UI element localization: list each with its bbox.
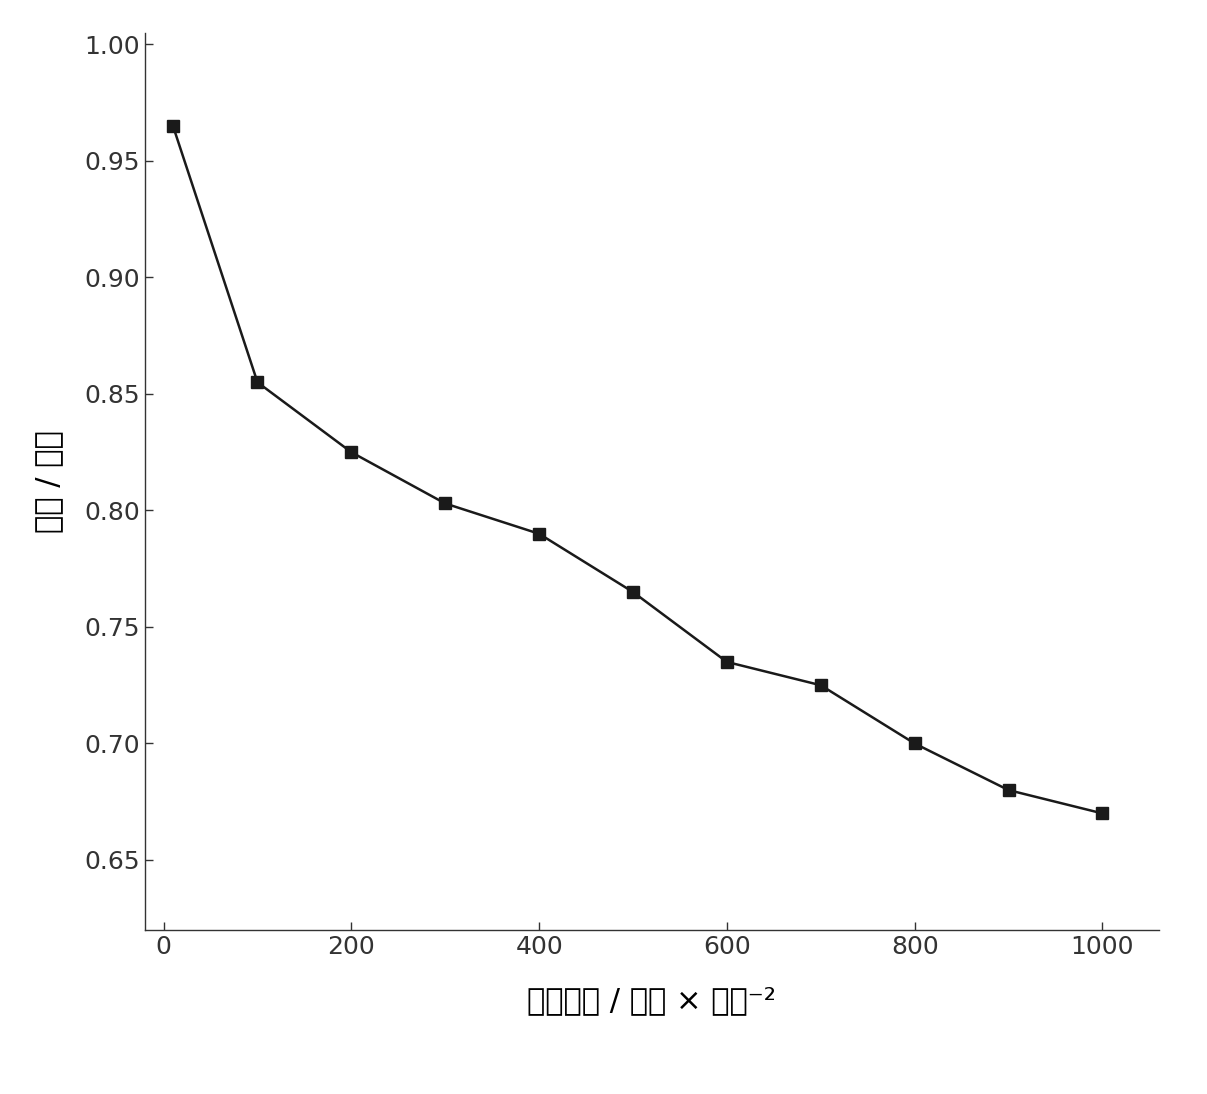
Y-axis label: 电压 / 伏特: 电压 / 伏特 (34, 430, 64, 533)
X-axis label: 电流密度 / 毫安 × 里米⁻²: 电流密度 / 毫安 × 里米⁻² (527, 987, 776, 1015)
